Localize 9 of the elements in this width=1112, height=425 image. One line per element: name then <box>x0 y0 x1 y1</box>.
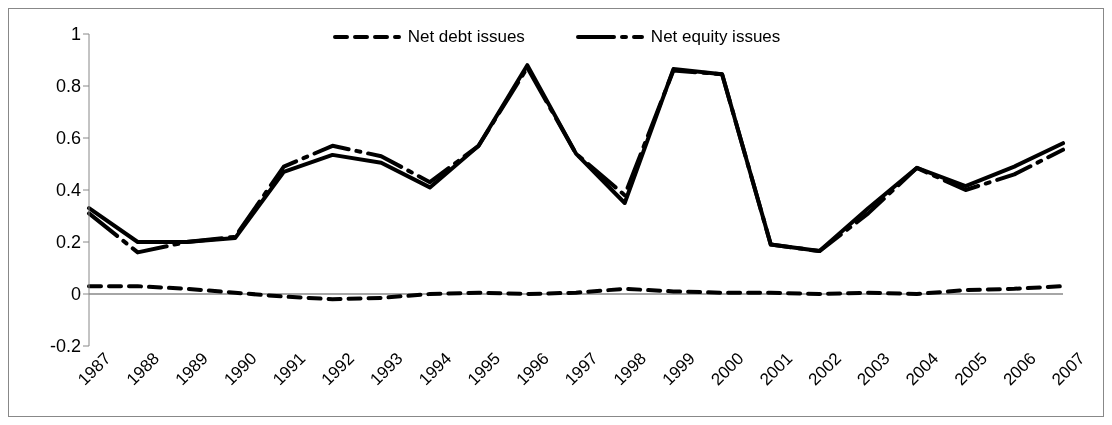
y-tick-label: 1 <box>70 24 81 45</box>
y-tick-label: -0.2 <box>49 336 81 357</box>
y-tick-label: 0.2 <box>55 232 81 253</box>
y-tick-label: 0.4 <box>55 180 81 201</box>
y-tick-label: 0.6 <box>55 128 81 149</box>
legend-label: Net debt issues <box>407 27 525 47</box>
y-tick-label: 0.8 <box>55 76 81 97</box>
y-tick-label: 0 <box>70 284 81 305</box>
legend-label: Net equity issues <box>650 27 781 47</box>
